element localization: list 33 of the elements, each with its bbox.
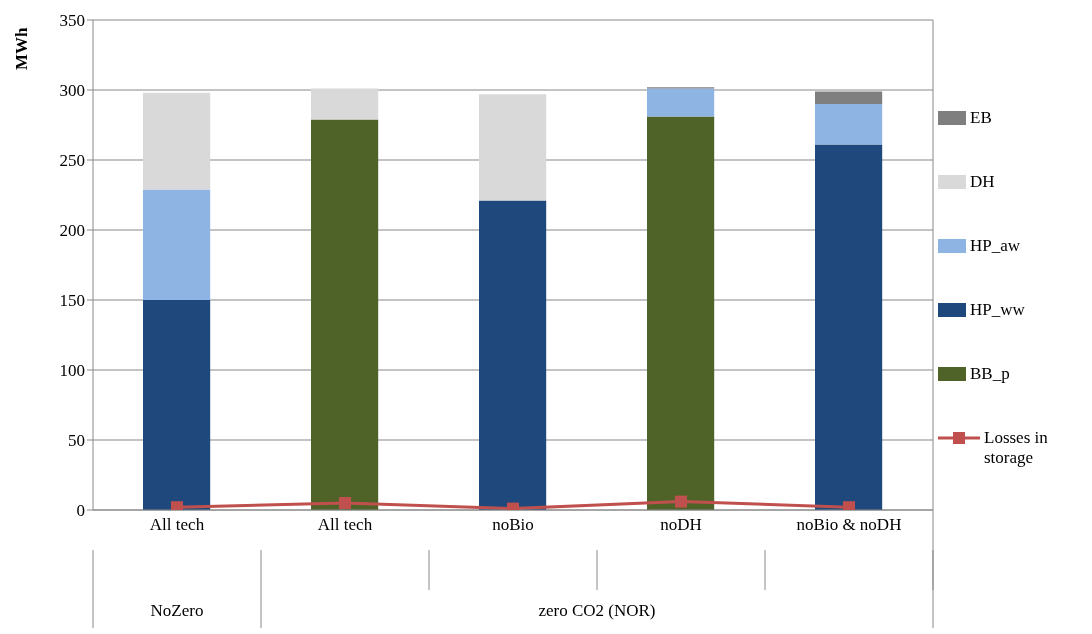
- legend-label: DH: [970, 172, 996, 192]
- bar: [143, 300, 211, 510]
- y-tick-label: 300: [59, 81, 85, 101]
- legend-label: HP_ww: [970, 300, 1026, 320]
- legend-label: Losses in storage: [984, 428, 1049, 468]
- text: zero CO2 (NOR): [538, 601, 656, 620]
- bar: [311, 119, 379, 510]
- text: NoZero: [150, 601, 204, 620]
- x-tick-label: All tech: [317, 515, 373, 535]
- legend-label: HP_aw: [970, 236, 1022, 256]
- y-tick-label: 50: [68, 431, 85, 451]
- bar: [311, 88, 379, 120]
- x-tick-label: noDH: [660, 515, 702, 535]
- y-tick-label: 200: [59, 221, 85, 241]
- bar: [815, 144, 883, 510]
- x-tick-label: noBio: [492, 515, 534, 535]
- bar: [479, 200, 547, 510]
- bar: [647, 88, 715, 117]
- y-tick-label: 350: [59, 11, 85, 31]
- bar: [479, 94, 547, 201]
- bar: [143, 92, 211, 190]
- legend-label: BB_p: [970, 364, 1011, 384]
- bar: [647, 116, 715, 510]
- y-tick-label: 250: [59, 151, 85, 171]
- bar: [815, 104, 883, 145]
- x-tick-label: noBio & noDH: [796, 515, 902, 535]
- y-tick-label: 150: [59, 291, 85, 311]
- y-axis-title: MWh: [12, 27, 32, 70]
- y-tick-label: 100: [59, 361, 85, 381]
- bar: [143, 189, 211, 300]
- x-tick-label: All tech: [149, 515, 205, 535]
- y-tick-label: 0: [76, 501, 85, 521]
- legend-label: EB: [970, 108, 993, 128]
